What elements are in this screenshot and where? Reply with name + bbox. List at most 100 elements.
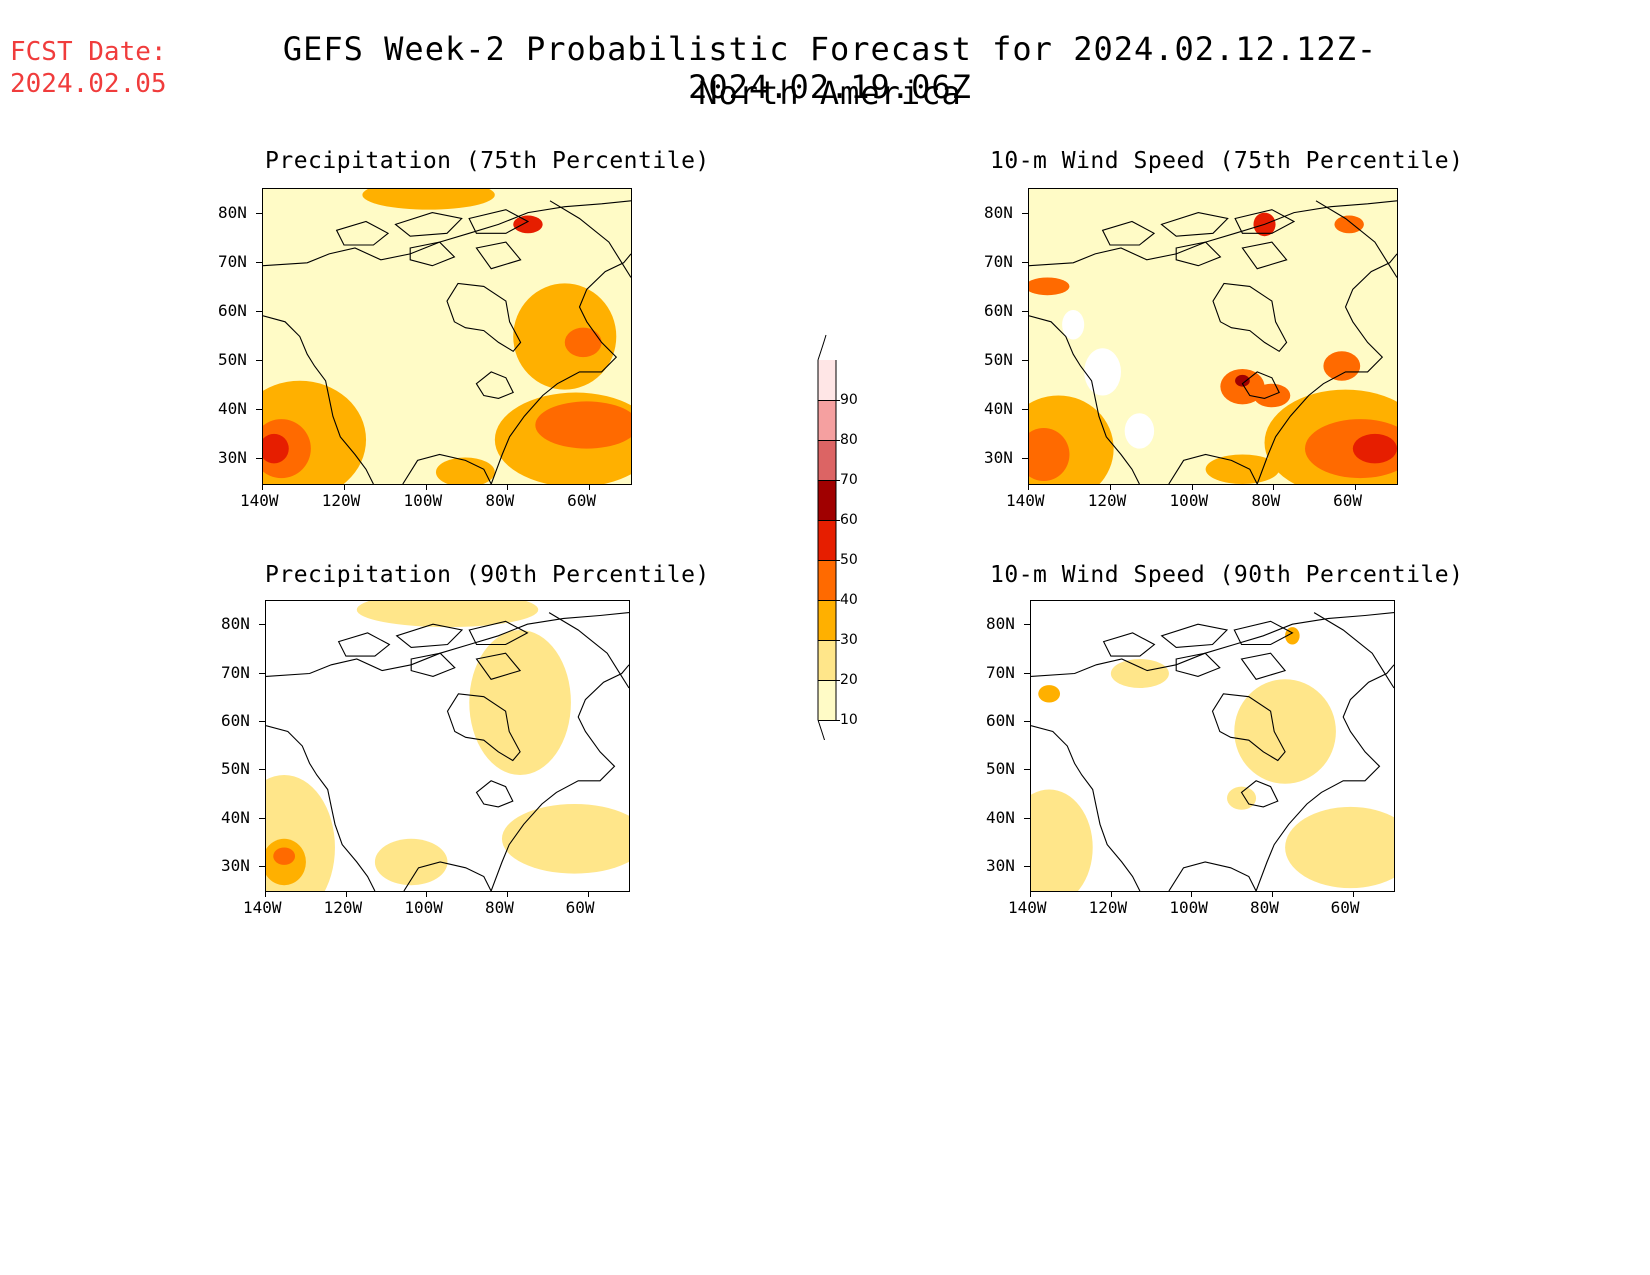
coastline (263, 315, 374, 484)
longitude-tick-label: 120W (321, 491, 361, 510)
colorbar-band (818, 560, 836, 600)
coastline (1313, 612, 1394, 689)
latitude-tick-label: 60N (221, 710, 250, 730)
latitude-tick (259, 624, 265, 626)
probability-contour (1029, 277, 1070, 296)
probability-contour (362, 189, 495, 210)
arctic-island-outline (394, 212, 463, 237)
probability-map (1028, 188, 1398, 485)
probability-contour (343, 333, 403, 369)
latitude-tick-label: 60N (984, 300, 1013, 320)
arctic-island-outline (468, 209, 530, 234)
colorbar-level-label: 60 (840, 512, 858, 528)
probability-contour (1029, 427, 1070, 482)
coastline (1256, 253, 1397, 484)
probability-contour (374, 838, 448, 886)
coastline (1255, 664, 1394, 891)
colorbar-outline (817, 360, 837, 720)
coastline (1315, 200, 1397, 278)
longitude-tick (345, 891, 347, 897)
arctic-island-outline (337, 632, 391, 657)
longitude-tick (1191, 484, 1193, 490)
probability-contour (435, 457, 495, 484)
colorbar-band (818, 640, 836, 680)
longitude-tick-label: 140W (240, 491, 279, 510)
probability-contour (564, 327, 602, 358)
probability-contour (356, 601, 539, 628)
coastline (1029, 315, 1140, 484)
latitude-tick-label: 70N (221, 662, 250, 682)
latitude-tick (259, 769, 265, 771)
probability-contour (1235, 374, 1250, 387)
latitude-tick (1024, 817, 1030, 819)
latitude-tick (256, 409, 262, 411)
latitude-tick (1022, 310, 1028, 312)
colorbar-band (818, 400, 836, 440)
panel-title: Precipitation (90th Percentile) (265, 562, 710, 588)
probability-contour (263, 268, 304, 316)
latitude-tick (259, 672, 265, 674)
arctic-island-outline (335, 220, 390, 246)
latitude-tick (1024, 720, 1030, 722)
probability-contour (314, 318, 344, 343)
probability-contour (1334, 215, 1364, 234)
longitude-tick (1109, 484, 1111, 490)
colorbar-tick (818, 520, 840, 521)
latitude-tick-label: 70N (984, 251, 1013, 271)
probability-contour (263, 433, 289, 464)
probability-contour (1031, 789, 1093, 891)
coastline (548, 612, 629, 689)
colorbar-tick (818, 560, 840, 561)
latitude-tick-label: 50N (221, 759, 250, 779)
main-title: GEFS Week-2 Probabilistic Forecast for 2… (282, 30, 1378, 106)
great-lakes-outline (1241, 371, 1280, 399)
latitude-tick (1024, 624, 1030, 626)
latitude-tick-label: 50N (986, 759, 1015, 779)
latitude-tick-label: 80N (221, 614, 250, 634)
great-lakes-outline (475, 780, 514, 808)
arctic-island-outline (1102, 632, 1156, 657)
latitude-tick (256, 212, 262, 214)
probability-contour (1110, 659, 1169, 688)
longitude-tick-label: 100W (403, 491, 443, 510)
region-subtitle: North America (698, 74, 962, 112)
colorbar-band (818, 480, 836, 520)
latitude-tick-label: 50N (218, 350, 247, 370)
hudson-bay-outline (446, 282, 522, 353)
longitude-tick-label: 100W (1169, 898, 1208, 917)
latitude-tick (1024, 865, 1030, 867)
colorbar-band (818, 360, 836, 400)
fcst-date-value: 2024.02.05 (10, 69, 167, 99)
map-canvas (1029, 189, 1397, 484)
probability-contour (1227, 786, 1257, 810)
probability-contour (1305, 419, 1397, 479)
longitude-tick-label: 60W (1333, 491, 1363, 510)
longitude-tick (507, 484, 509, 490)
colorbar-tick (818, 720, 840, 721)
map-canvas (263, 189, 631, 484)
colorbar-tick (818, 440, 840, 441)
latitude-tick-label: 50N (984, 350, 1013, 370)
longitude-tick-label: 120W (323, 898, 363, 917)
hudson-bay-outline (446, 693, 521, 762)
longitude-tick-label: 80W (1250, 898, 1279, 917)
panel-title: Precipitation (75th Percentile) (265, 148, 710, 174)
latitude-tick-label: 30N (986, 855, 1015, 875)
probability-contour (1109, 380, 1169, 440)
coastline (403, 861, 492, 891)
colorbar-level-label: 50 (840, 552, 858, 568)
latitude-tick-label: 80N (984, 202, 1013, 222)
coastline (1168, 861, 1257, 891)
probability-contour (1234, 679, 1336, 784)
fcst-date-heading: FCST Date: (10, 37, 167, 67)
probability-contour (1352, 433, 1397, 464)
latitude-tick-label: 80N (986, 614, 1015, 634)
longitude-tick-label: 140W (1008, 898, 1047, 917)
latitude-tick (1022, 261, 1028, 263)
probability-contour (1084, 348, 1121, 396)
longitude-tick (262, 484, 263, 490)
arctic-island-outline (475, 241, 522, 270)
arctic-island-outline (1234, 209, 1296, 234)
colorbar-band (818, 600, 836, 640)
arctic-island-outline (1240, 652, 1287, 680)
